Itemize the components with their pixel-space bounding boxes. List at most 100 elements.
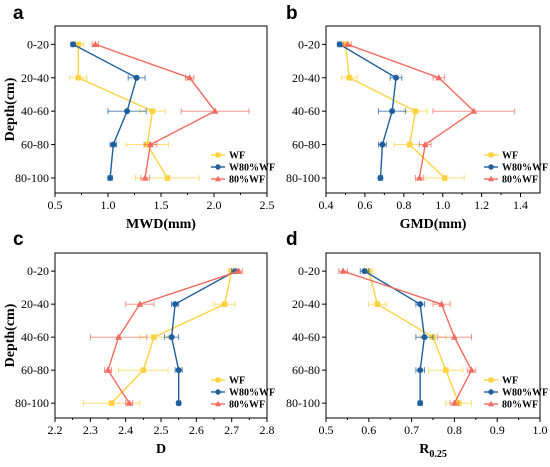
chart-panel-b: b0-20 20-40 40-60 60-80 80-100 0.4 0.6 0.8 1.0 1.…: [286, 3, 548, 232]
y-tick-label: 40-60: [21, 330, 49, 344]
data-point: [164, 175, 171, 181]
y-tick-label: 0-20: [298, 264, 320, 278]
data-point: [75, 74, 82, 81]
data-point: [344, 40, 351, 47]
x-tick-label: 0.8: [447, 423, 462, 437]
chart-panel-a: a0-20 20-40 40-60 60-80 80-100 0.5 1.0 1.5 2.0 2.…: [3, 3, 275, 232]
x-tick-label: 0.4: [319, 198, 334, 212]
y-tick-label: 20-40: [292, 297, 320, 311]
data-point: [451, 333, 458, 340]
x-tick-label: 1.0: [533, 423, 548, 437]
data-point: [393, 74, 400, 81]
y-tick-label: 80-100: [286, 396, 320, 410]
data-point: [339, 267, 347, 274]
y-tick-label: 40-60: [292, 104, 320, 118]
legend-label: 80%WF: [229, 175, 265, 186]
data-point: [379, 141, 386, 148]
series-80%WF: [338, 267, 477, 407]
data-point: [124, 108, 131, 115]
y-tick-label: 60-80: [292, 138, 320, 152]
data-point: [140, 367, 147, 373]
data-point: [221, 301, 228, 307]
x-tick-label: 2.5: [260, 198, 275, 212]
data-point: [104, 366, 112, 373]
data-point: [441, 175, 448, 181]
panel-label-b: b: [286, 3, 298, 24]
data-point: [115, 333, 122, 340]
legend-label: W80%WF: [502, 388, 548, 399]
legend-label: WF: [502, 376, 518, 387]
y-tick-label: 20-40: [21, 71, 49, 85]
x-tick-label: 0.5: [319, 423, 334, 437]
x-tick-label: 2.8: [260, 423, 275, 437]
x-tick-label: 1.5: [154, 198, 169, 212]
data-point: [417, 301, 424, 308]
x-tick-label: 2.0: [207, 198, 222, 212]
data-point: [389, 108, 396, 115]
x-axis-title: D: [156, 442, 166, 457]
data-point: [175, 367, 182, 374]
y-tick-label: 80-100: [15, 396, 49, 410]
x-tick-label: 2.5: [154, 423, 169, 437]
legend-label: W80%WF: [502, 163, 548, 174]
x-axis-title: MWD(mm): [126, 217, 196, 232]
data-point: [168, 334, 175, 341]
panel-label-a: a: [13, 3, 24, 24]
chart-panel-c: c0-20 20-40 40-60 60-80 80-100 2.2 2.3 2.4 2.5 2.…: [3, 229, 275, 457]
data-point: [361, 268, 368, 275]
x-tick-label: 0.8: [396, 198, 411, 212]
x-tick-label: 0.7: [404, 423, 419, 437]
y-tick-label: 40-60: [21, 104, 49, 118]
data-point: [149, 108, 156, 114]
panel-label-d: d: [286, 229, 298, 250]
data-point: [470, 107, 478, 114]
x-tick-label: 1.0: [435, 198, 450, 212]
data-point: [235, 267, 243, 274]
data-point: [110, 141, 117, 148]
y-tick-label: 80-100: [15, 171, 49, 185]
legend-marker: [215, 377, 221, 383]
legend-label: 80%WF: [229, 400, 265, 411]
y-tick-label: 60-80: [292, 363, 320, 377]
data-point: [147, 140, 154, 148]
x-tick-label: 1.0: [101, 198, 116, 212]
data-point: [336, 41, 343, 48]
y-tick-label: 20-40: [21, 297, 49, 311]
data-point: [136, 300, 144, 307]
data-point: [443, 367, 449, 373]
series-W80%WF: [359, 268, 434, 407]
data-point: [175, 400, 182, 407]
x-tick-label: 0.6: [357, 198, 372, 212]
data-point: [421, 140, 429, 148]
x-tick-label: 1.2: [474, 198, 489, 212]
data-point: [374, 301, 381, 307]
series-80%WF: [89, 267, 243, 407]
series-W80%WF: [336, 41, 407, 181]
data-point: [415, 174, 423, 181]
x-tick-label: 0.9: [490, 423, 505, 437]
series-80%WF: [91, 40, 250, 181]
x-tick-label: 0.6: [361, 423, 376, 437]
y-tick-label: 0-20: [27, 37, 49, 51]
data-point: [438, 300, 445, 307]
legend-marker: [488, 389, 494, 395]
data-point: [412, 108, 419, 114]
data-point: [172, 301, 179, 308]
legend-label: 80%WF: [502, 175, 538, 186]
data-point: [186, 74, 194, 81]
y-tick-label: 80-100: [286, 171, 320, 185]
data-point: [406, 141, 413, 148]
data-point: [107, 174, 114, 181]
legend-marker: [488, 400, 494, 407]
y-tick-label: 0-20: [27, 264, 49, 278]
y-tick-label: 20-40: [292, 71, 320, 85]
x-axis-title: R0.25: [419, 442, 447, 460]
legend-marker: [215, 152, 221, 158]
data-point: [91, 40, 99, 47]
x-tick-label: 2.3: [83, 423, 98, 437]
y-tick-label: 60-80: [21, 363, 49, 377]
